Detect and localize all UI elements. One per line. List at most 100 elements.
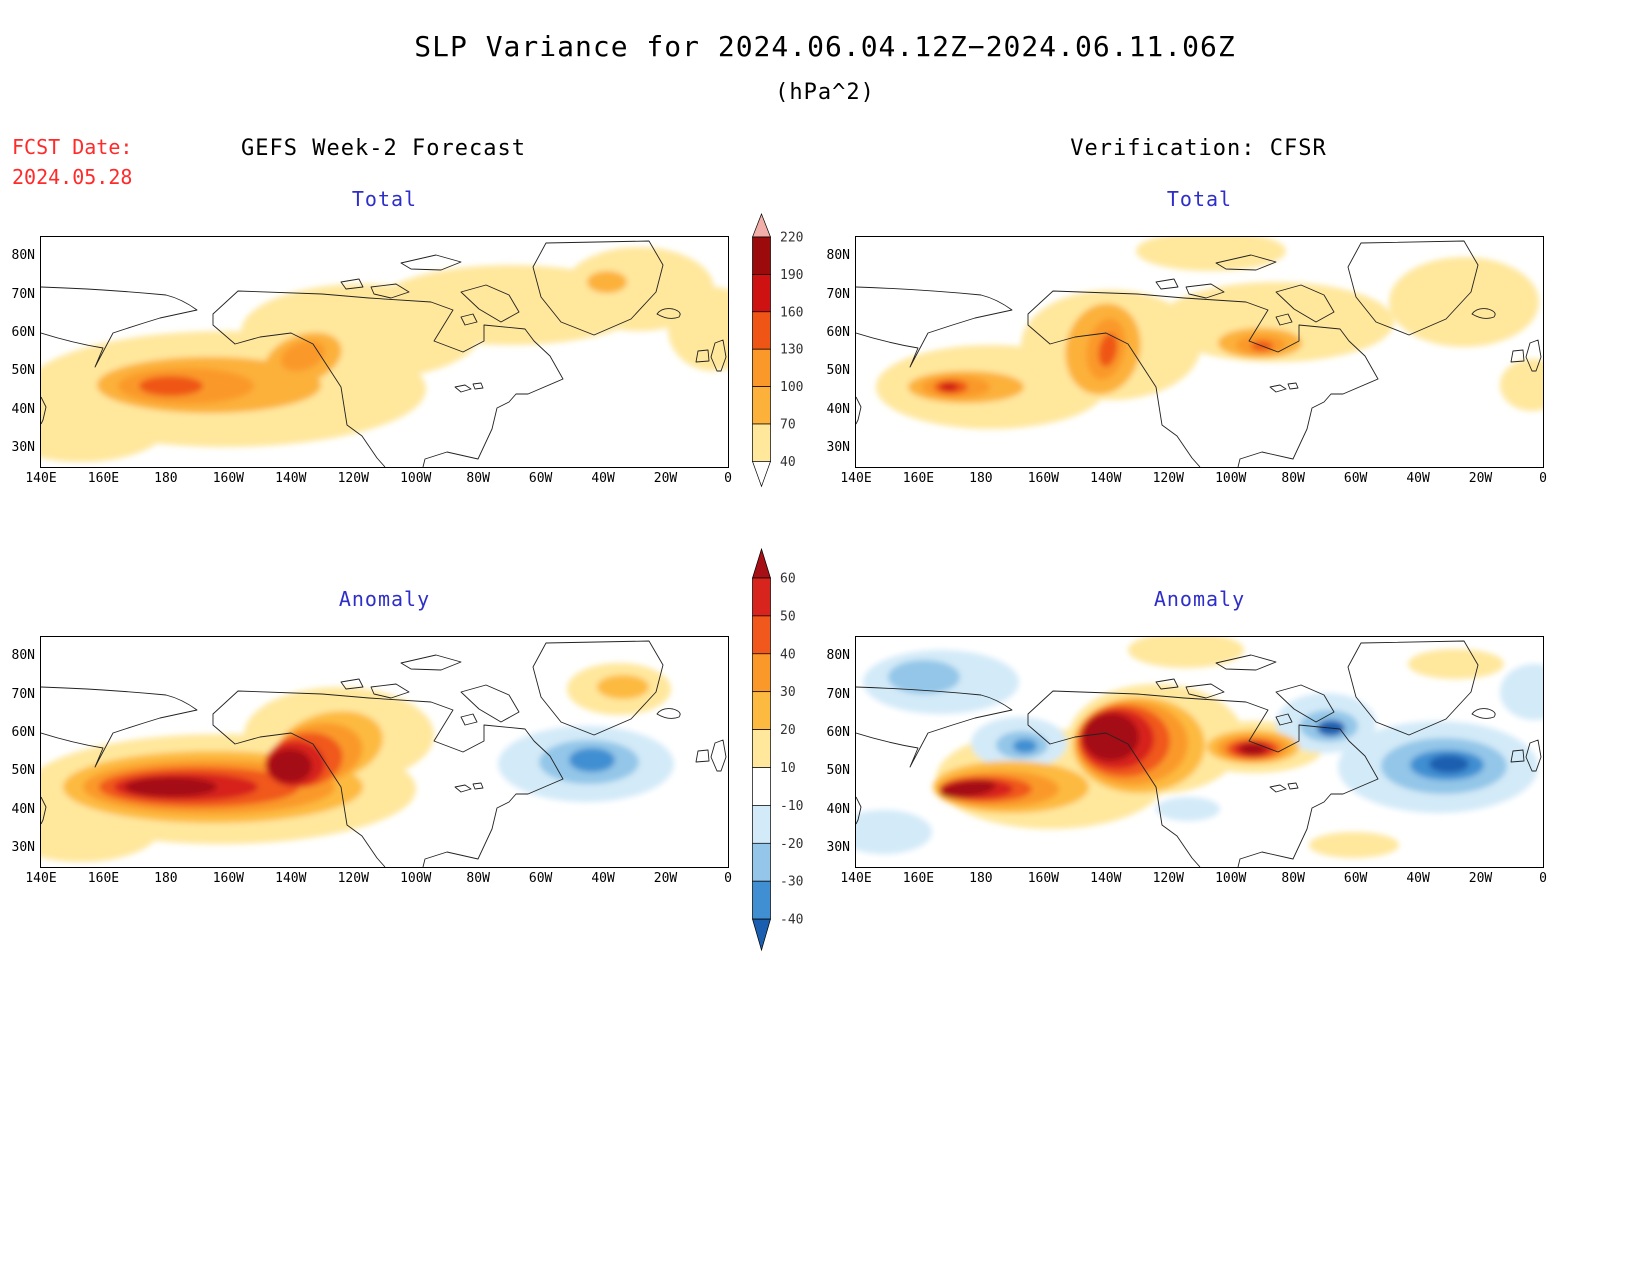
lon-tick-label: 160W — [212, 471, 245, 486]
map-gefs-anomaly — [41, 637, 728, 867]
lon-tick-label: 160E — [87, 471, 120, 486]
panel-gefs-anomaly: Anomaly 80N 70N 60N 50N 40N 30N 140E 160E 180 160… — [12, 587, 732, 886]
lon-tick-label: 60W — [1343, 871, 1368, 886]
svg-text:130: 130 — [780, 343, 803, 358]
lon-tick-label: 100W — [400, 871, 432, 886]
lon-tick-label: 40W — [1406, 471, 1430, 486]
lat-tick-label: 40N — [826, 801, 850, 817]
svg-text:60: 60 — [780, 572, 796, 587]
lon-tick-label: 100W — [400, 471, 432, 486]
lon-tick-label: 140W — [275, 471, 307, 486]
lat-tick-label: 40N — [11, 801, 35, 817]
panel-title-cfsr-total: Total — [1166, 187, 1233, 211]
lat-tick-label: 70N — [11, 686, 35, 702]
lon-tick-label: 160W — [212, 871, 245, 886]
map-cfsr-anomaly — [856, 637, 1543, 867]
lon-tick-label: 60W — [528, 471, 553, 486]
lat-tick-label: 50N — [826, 763, 850, 779]
lon-tick-label: 180 — [969, 871, 993, 886]
lat-tick-label: 30N — [826, 839, 850, 855]
lon-tick-label: 120W — [1152, 871, 1184, 886]
lon-tick-label: 140E — [840, 871, 872, 886]
colorbar-anomaly: 60 50 40 30 20 10 -10 -20 -30 -40 — [752, 547, 824, 956]
coastline — [856, 640, 1542, 867]
lon-tick-label: 120W — [337, 871, 369, 886]
lon-tick-label: 180 — [154, 471, 178, 486]
lon-tick-label: 20W — [653, 471, 678, 486]
lon-tick-label: 140E — [840, 471, 872, 486]
lon-tick-label: 100W — [1215, 871, 1247, 886]
panel-title-cfsr-anomaly: Anomaly — [1153, 587, 1246, 611]
lon-tick-label: 140W — [275, 871, 307, 886]
svg-text:-10: -10 — [780, 799, 803, 814]
lon-tick-label: 160W — [1027, 471, 1060, 486]
map-gefs-total — [41, 237, 728, 467]
lat-tick-label: 50N — [11, 363, 35, 379]
lat-tick-label: 70N — [826, 686, 850, 702]
colorbar-total: 220 190 160 130 100 70 40 — [751, 213, 824, 492]
lat-tick-label: 50N — [826, 363, 850, 379]
lat-tick-label: 80N — [11, 248, 35, 264]
contour-field-cfsr_anomaly — [856, 637, 1543, 867]
svg-text:-30: -30 — [780, 875, 803, 890]
panel-cfsr-anomaly: Anomaly 80N 70N 60N 50N 40N 30N 140E 160E 180 160… — [827, 587, 1547, 886]
svg-text:40: 40 — [780, 647, 796, 662]
svg-text:100: 100 — [780, 380, 803, 395]
svg-text:160: 160 — [780, 305, 803, 320]
figure-title: SLP Variance for 2024.06.04.12Z−2024.06.… — [414, 30, 1236, 63]
lat-tick-label: 70N — [11, 286, 35, 302]
lon-tick-label: 140E — [25, 471, 57, 486]
lon-tick-label: 120W — [337, 471, 369, 486]
forecast-date-value: 2024.05.28 — [12, 165, 133, 189]
forecast-date-block: FCST Date: 2024.05.28 — [12, 132, 132, 192]
contour-field-gefs_total — [41, 240, 728, 467]
lat-tick-label: 80N — [826, 648, 850, 664]
svg-text:10: 10 — [780, 761, 796, 776]
svg-text:50: 50 — [780, 609, 796, 624]
svg-text:40: 40 — [780, 455, 796, 470]
forecast-date-label: FCST Date: — [12, 135, 133, 159]
lat-tick-label: 60N — [826, 324, 850, 340]
lat-tick-label: 80N — [826, 248, 850, 264]
lat-tick-label: 50N — [11, 763, 35, 779]
svg-text:70: 70 — [780, 418, 796, 433]
lon-tick-label: 0 — [1539, 471, 1547, 486]
lat-tick-label: 30N — [11, 839, 35, 855]
colorbar-anomaly-svg: 60 50 40 30 20 10 -10 -20 -30 -40 — [752, 547, 803, 952]
lat-tick-label: 60N — [826, 724, 850, 740]
lat-tick-label: 60N — [11, 724, 35, 740]
lon-tick-label: 80W — [1281, 471, 1305, 486]
contour-field-gefs_anomaly — [41, 640, 727, 867]
lon-tick-label: 140W — [1090, 871, 1122, 886]
colorbar-total-svg: 220 190 160 130 100 70 40 — [751, 213, 803, 488]
lon-tick-label: 40W — [1406, 871, 1430, 886]
lat-tick-label: 40N — [11, 401, 35, 417]
lat-tick-label: 30N — [11, 439, 35, 455]
lon-tick-label: 20W — [653, 871, 678, 886]
lon-tick-label: 0 — [1539, 871, 1547, 886]
lon-tick-label: 100W — [1215, 471, 1247, 486]
lat-tick-label: 80N — [11, 648, 35, 664]
lon-tick-label: 80W — [466, 871, 490, 886]
lat-tick-label: 40N — [826, 401, 850, 417]
lon-tick-label: 180 — [154, 871, 178, 886]
lat-tick-label: 60N — [11, 324, 35, 340]
lon-tick-label: 160W — [1027, 871, 1060, 886]
coastline — [41, 240, 727, 467]
lon-tick-label: 40W — [591, 471, 615, 486]
lon-tick-label: 60W — [528, 871, 553, 886]
lon-tick-label: 0 — [724, 471, 732, 486]
lat-tick-label: 70N — [826, 286, 850, 302]
lon-tick-label: 160E — [87, 871, 120, 886]
lon-tick-label: 140E — [25, 871, 57, 886]
lon-tick-label: 20W — [1468, 471, 1493, 486]
lon-tick-label: 160E — [902, 471, 935, 486]
svg-text:30: 30 — [780, 685, 796, 700]
svg-text:-40: -40 — [780, 913, 803, 928]
svg-text:20: 20 — [780, 723, 796, 738]
lon-tick-label: 80W — [1281, 871, 1305, 886]
svg-text:220: 220 — [780, 231, 803, 246]
svg-text:-20: -20 — [780, 837, 803, 852]
lon-tick-label: 40W — [591, 871, 615, 886]
